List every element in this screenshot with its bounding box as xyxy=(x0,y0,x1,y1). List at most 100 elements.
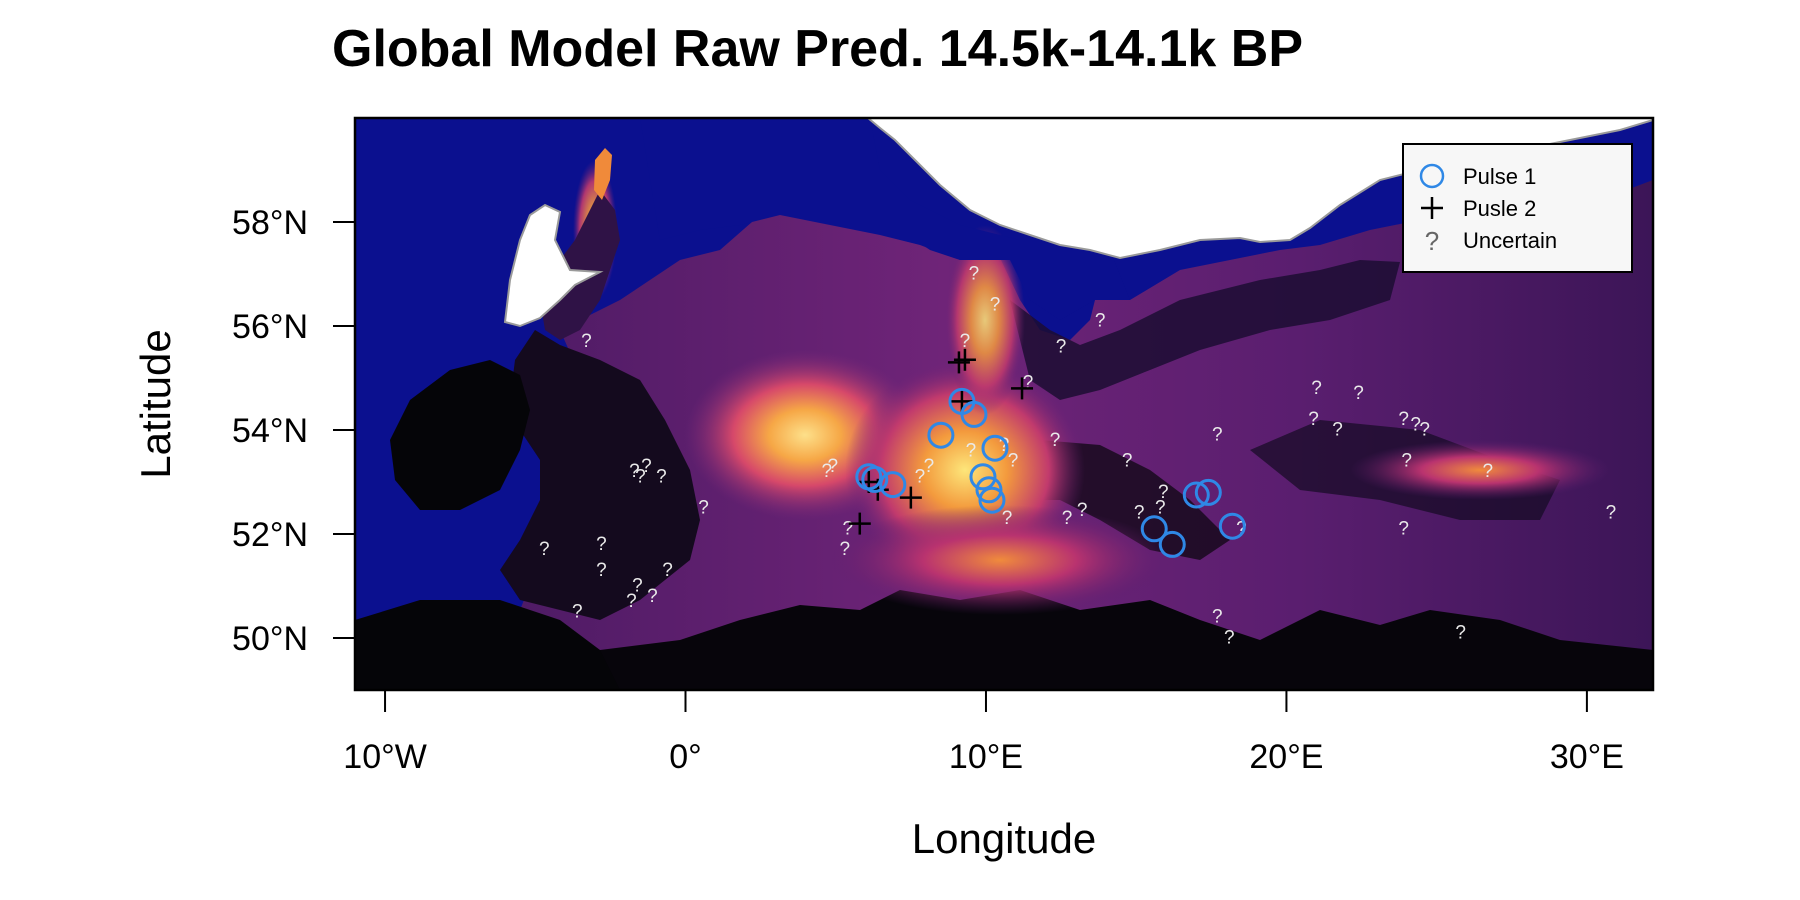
pulse2-point xyxy=(1011,377,1034,400)
pulse1-point xyxy=(969,463,997,491)
uncertain-point: ? xyxy=(626,591,637,612)
uncertain-point: ? xyxy=(839,539,850,560)
uncertain-point: ? xyxy=(1398,518,1409,539)
pulse1-point xyxy=(1182,481,1210,509)
chart-title: Global Model Raw Pred. 14.5k-14.1k BP xyxy=(332,20,1303,78)
ice-cap-shetland xyxy=(503,203,604,328)
x-tick-label: 10°E xyxy=(949,738,1023,776)
pulse1-point xyxy=(1140,515,1168,543)
legend-uncertain-label: Uncertain xyxy=(1463,228,1557,253)
pulse2-point xyxy=(953,348,976,371)
y-tick-label: 52°N xyxy=(232,516,308,554)
legend-pulse1-symbol xyxy=(1419,163,1445,189)
uncertain-point: ? xyxy=(827,456,838,477)
uncertain-point: ? xyxy=(960,331,971,352)
uncertain-point: ? xyxy=(581,331,592,352)
uncertain-point: ? xyxy=(632,576,643,597)
pulse1-point xyxy=(879,471,907,499)
uncertain-point: ? xyxy=(1332,420,1343,441)
uncertain-point: ? xyxy=(969,264,980,285)
legend: Pulse 1 Pusle 2 ? Uncertain xyxy=(1402,143,1633,273)
uncertain-point: ? xyxy=(1155,498,1166,519)
pulse1-point xyxy=(978,486,1006,514)
uncertain-point: ? xyxy=(1023,373,1034,394)
points-layer: ????????????????????????????????????????… xyxy=(539,264,1616,649)
dark-lowland-north xyxy=(1010,260,1400,400)
uncertain-point: ? xyxy=(1095,310,1106,331)
uncertain-point: ? xyxy=(1008,451,1019,472)
pulse2-point xyxy=(899,486,922,509)
uncertain-point: ? xyxy=(1056,336,1067,357)
pulse1-point xyxy=(960,400,988,428)
hotspot-baltic-east xyxy=(1350,440,1610,500)
uncertain-point: ? xyxy=(662,560,673,581)
pulse1-point xyxy=(975,476,1003,504)
uncertain-point: ? xyxy=(1311,378,1322,399)
uncertain-point: ? xyxy=(821,461,832,482)
y-tick-label: 58°N xyxy=(232,204,308,242)
land-norway-sweden xyxy=(640,118,1130,320)
uncertain-point: ? xyxy=(1212,607,1223,628)
uncertain-point: ? xyxy=(990,295,1001,316)
x-axis: 10°W 0° 10°E 20°E 30°E xyxy=(343,689,1624,776)
uncertain-point: ? xyxy=(1606,503,1617,524)
dark-lowland-south xyxy=(470,590,1653,690)
uncertain-point: ? xyxy=(1353,383,1364,404)
uncertain-point: ? xyxy=(635,466,646,487)
pulse1-point xyxy=(927,421,955,449)
x-tick-label: 30°E xyxy=(1550,738,1624,776)
x-tick-label: 0° xyxy=(669,738,702,776)
land-cornwall-france xyxy=(355,600,620,690)
pulse1-point xyxy=(1158,530,1186,558)
uncertain-point: ? xyxy=(1455,622,1466,643)
pulse1-point xyxy=(981,434,1009,462)
uncertain-point: ? xyxy=(1482,461,1493,482)
hotspot-south-central xyxy=(830,505,1170,615)
land-great-britain xyxy=(500,330,700,620)
pulse2-point xyxy=(848,512,871,535)
uncertain-point: ? xyxy=(966,440,977,461)
uncertain-point: ? xyxy=(1401,451,1412,472)
uncertain-point: ? xyxy=(629,461,640,482)
pulse2-point xyxy=(947,351,970,374)
pulse1-point xyxy=(1194,478,1222,506)
uncertain-point: ? xyxy=(647,586,658,607)
uncertain-point: ? xyxy=(915,466,926,487)
uncertain-point: ? xyxy=(1062,508,1073,529)
uncertain-point: ? xyxy=(999,435,1010,456)
y-axis-title: Latitude xyxy=(132,329,179,478)
uncertain-point: ? xyxy=(1050,430,1061,451)
legend-pulse1-label: Pulse 1 xyxy=(1463,164,1536,189)
uncertain-point: ? xyxy=(1224,628,1235,649)
uncertain-point: ? xyxy=(596,534,607,555)
legend-pulse2-symbol xyxy=(1421,197,1443,219)
uncertain-point: ? xyxy=(698,498,709,519)
y-tick-label: 56°N xyxy=(232,308,308,346)
land-orkney-strip xyxy=(594,148,612,200)
x-tick-label: 20°E xyxy=(1249,738,1323,776)
uncertain-point: ? xyxy=(1134,503,1145,524)
land-ireland xyxy=(390,360,530,510)
x-axis-title: Longitude xyxy=(912,815,1097,862)
land-scotland xyxy=(540,190,620,340)
legend-uncertain-symbol: ? xyxy=(1425,226,1439,256)
uncertain-point: ? xyxy=(1398,409,1409,430)
uncertain-point: ? xyxy=(656,466,667,487)
x-tick-label: 10°W xyxy=(343,738,427,776)
pulse1-point xyxy=(1218,512,1246,540)
uncertain-point: ? xyxy=(1077,500,1088,521)
uncertain-point: ? xyxy=(1419,420,1430,441)
uncertain-point: ? xyxy=(572,602,583,623)
uncertain-point: ? xyxy=(1158,482,1169,503)
uncertain-point: ? xyxy=(1236,518,1247,539)
y-axis: 50°N 52°N 54°N 56°N 58°N xyxy=(232,204,356,658)
uncertain-point: ? xyxy=(1002,508,1013,529)
uncertain-point: ? xyxy=(1308,409,1319,430)
uncertain-point: ? xyxy=(842,518,853,539)
y-tick-label: 50°N xyxy=(232,620,308,658)
uncertain-point: ? xyxy=(596,560,607,581)
legend-pulse2-label: Pusle 2 xyxy=(1463,196,1536,221)
uncertain-point: ? xyxy=(924,456,935,477)
uncertain-point: ? xyxy=(1212,425,1223,446)
